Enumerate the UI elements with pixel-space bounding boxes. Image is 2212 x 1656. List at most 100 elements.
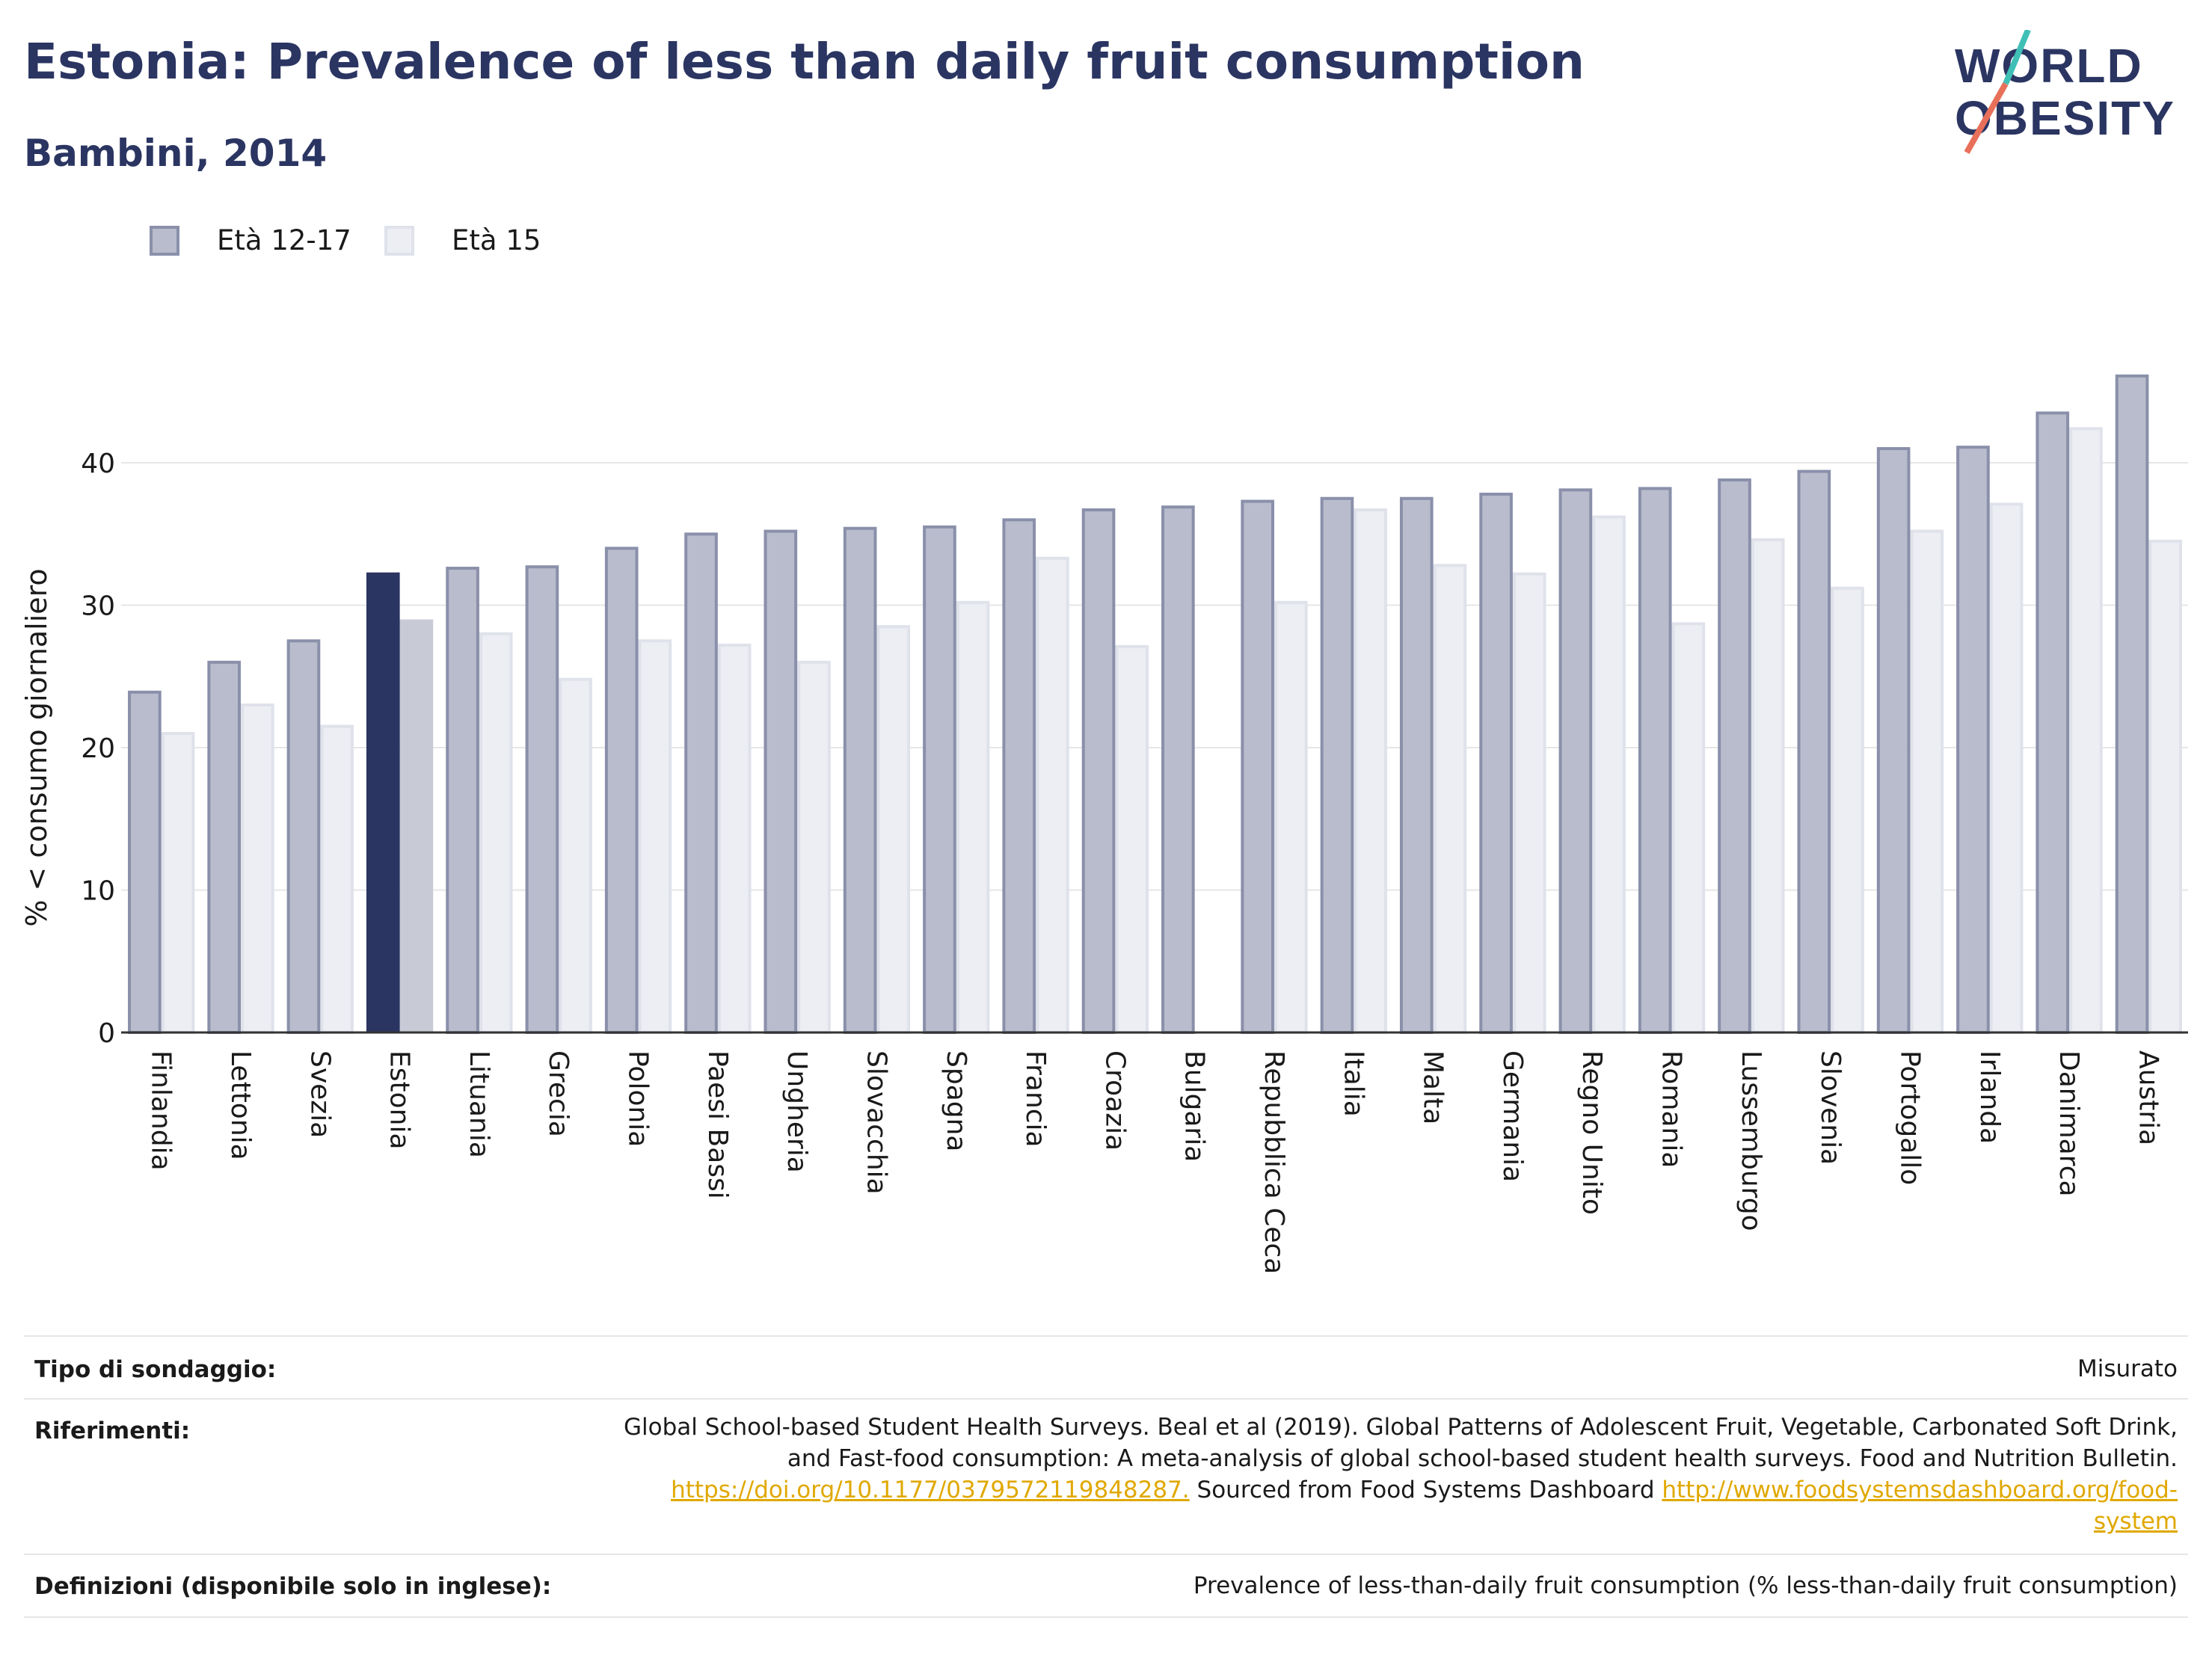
- x-tick-label: Germania: [1497, 1050, 1528, 1182]
- info-divider-refs: [24, 1554, 2188, 1555]
- x-tick-label: Slovenia: [1815, 1050, 1846, 1165]
- references-line-3: https://doi.org/10.1177/0379572119848287…: [532, 1474, 2178, 1506]
- dashboard-link-cont[interactable]: system: [2093, 1508, 2178, 1535]
- x-tick-label: Paesi Bassi: [702, 1050, 733, 1199]
- bar-series1: [366, 572, 400, 1032]
- info-row-definitions: Definizioni (disponibile solo in inglese…: [24, 1555, 2188, 1618]
- bar-series1: [286, 639, 321, 1035]
- bar-series1: [684, 532, 718, 1035]
- x-tick-label: Polonia: [623, 1050, 654, 1147]
- bar-series2: [240, 703, 274, 1034]
- bar-series1: [1399, 496, 1434, 1035]
- doi-link[interactable]: https://doi.org/10.1177/0379572119848287…: [671, 1477, 1190, 1503]
- bar-series1: [1241, 499, 1274, 1034]
- bar-series1: [764, 529, 798, 1035]
- x-tick-label: Romania: [1656, 1050, 1687, 1168]
- references-line-4: system: [532, 1506, 2178, 1537]
- bar-series1: [1797, 470, 1831, 1034]
- survey-type-value: Misurato: [2077, 1355, 2178, 1382]
- x-tick-label: Svezia: [304, 1050, 335, 1138]
- info-row-references: Riferimenti: Global School-based Student…: [24, 1400, 2188, 1555]
- bar-series1: [128, 690, 162, 1034]
- bar-series1: [525, 565, 559, 1035]
- bar-series2: [1512, 572, 1546, 1034]
- bar-series2: [956, 600, 990, 1035]
- bar-series2: [1910, 529, 1944, 1035]
- x-tick-label: Estonia: [384, 1050, 415, 1150]
- y-axis-title: % < consumo giornaliero: [20, 568, 53, 926]
- x-tick-label: Malta: [1418, 1050, 1448, 1124]
- x-tick-label: Grecia: [543, 1050, 574, 1137]
- references-label: Riferimenti:: [34, 1418, 191, 1444]
- bar-series1: [207, 660, 241, 1034]
- bar-series2: [399, 619, 434, 1032]
- logo-slash-coral: [1964, 82, 2009, 154]
- y-tick-label: 30: [81, 591, 115, 622]
- logo-slash-teal: [2003, 30, 2031, 85]
- y-tick-label: 40: [81, 449, 115, 479]
- bar-series1: [1876, 447, 1911, 1035]
- bar-series2: [1354, 508, 1387, 1034]
- y-tick-label: 0: [98, 1018, 115, 1049]
- chart-subtitle: Bambini, 2014: [24, 132, 328, 175]
- bar-series1: [1956, 446, 1990, 1034]
- x-tick-label: Ungheria: [781, 1050, 812, 1173]
- bar-series1: [1081, 508, 1116, 1034]
- bar-series1: [923, 525, 956, 1034]
- legend-swatch-series1: [150, 226, 179, 256]
- bar-series2: [638, 639, 672, 1035]
- bar-series2: [1036, 556, 1069, 1035]
- references-sourced: Sourced from Food Systems Dashboard: [1189, 1477, 1662, 1503]
- x-tick-label: Finlandia: [146, 1050, 176, 1171]
- bar-series2: [1751, 538, 1785, 1034]
- logo-text-world: WORLD: [1955, 39, 2143, 93]
- x-tick-label: Irlanda: [1974, 1050, 2005, 1144]
- definitions-value: Prevalence of less-than-daily fruit cons…: [1193, 1572, 2178, 1599]
- bar-series2: [1989, 502, 2024, 1034]
- bar-series2: [717, 643, 752, 1034]
- bar-series1: [2115, 374, 2149, 1034]
- info-divider-survey: [24, 1398, 2188, 1400]
- legend-swatch-series2: [384, 226, 414, 256]
- bar-series1: [1161, 505, 1195, 1034]
- bar-series2: [1274, 600, 1308, 1035]
- survey-type-label: Tipo di sondaggio:: [34, 1356, 277, 1383]
- legend-label-series2: Età 15: [452, 224, 541, 256]
- dashboard-link[interactable]: http://www.foodsystemsdashboard.org/food…: [1662, 1477, 2178, 1503]
- bar-series1: [1479, 493, 1513, 1034]
- x-tick-label: Repubblica Ceca: [1259, 1050, 1289, 1274]
- bar-series2: [876, 625, 911, 1035]
- bar-series2: [1671, 622, 1706, 1034]
- bar-series2: [1831, 586, 1864, 1034]
- x-tick-label: Portogallo: [1894, 1050, 1925, 1185]
- info-divider-bottom: [24, 1616, 2188, 1618]
- x-tick-label: Lituania: [464, 1050, 494, 1158]
- bar-series2: [479, 632, 513, 1034]
- bar-series1: [1320, 496, 1354, 1035]
- bar-series2: [2069, 427, 2103, 1034]
- bar-series2: [161, 732, 195, 1034]
- y-tick-label: 20: [81, 733, 115, 764]
- x-tick-label: Spagna: [941, 1050, 971, 1152]
- bar-series2: [797, 660, 831, 1034]
- bar-series1: [446, 567, 479, 1034]
- logo-text-obesity: OBESITY: [1955, 91, 2175, 145]
- x-tick-label: Slovacchia: [861, 1050, 891, 1195]
- bar-chart: 0 10 20 30 40 % < consumo giornaliero Finlandi…: [20, 374, 2188, 1274]
- x-tick-label: Lettonia: [225, 1050, 256, 1160]
- x-tick-label: Regno Unito: [1576, 1050, 1607, 1215]
- bar-series2: [1433, 564, 1467, 1034]
- info-row-survey: Tipo di sondaggio: Misurato: [24, 1337, 2188, 1400]
- bar-series1: [1002, 518, 1036, 1035]
- x-tick-label: Austria: [2133, 1050, 2163, 1145]
- x-tick-label: Francia: [1020, 1050, 1051, 1148]
- legend-label-series1: Età 12-17: [217, 224, 351, 256]
- y-tick-label: 10: [81, 876, 115, 907]
- references-line-1: Global School-based Student Health Surve…: [624, 1414, 2178, 1441]
- bar-series1: [843, 526, 877, 1035]
- bar-series1: [1718, 478, 1751, 1034]
- x-tick-label: Danimarca: [2053, 1050, 2084, 1197]
- definitions-label: Definizioni (disponibile solo in inglese…: [34, 1573, 552, 1600]
- bar-series2: [1115, 644, 1149, 1034]
- info-divider-top: [24, 1335, 2188, 1337]
